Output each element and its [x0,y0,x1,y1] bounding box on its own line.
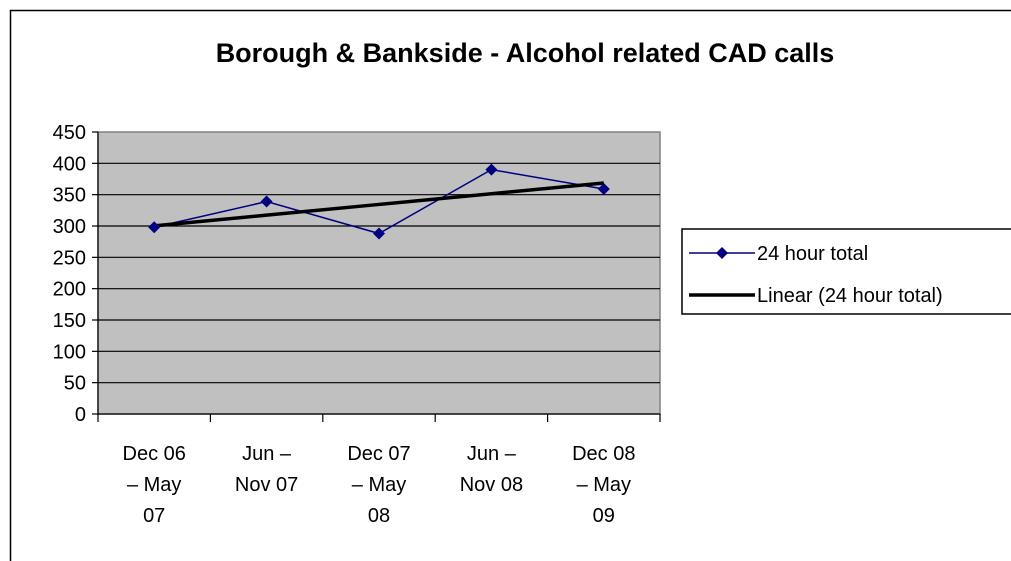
y-axis: 0 50 100 150 200 250 300 350 400 450 [53,122,99,426]
x-tick-label: – May [127,474,181,496]
chart-area-border [9,9,1011,561]
legend-label: 24 hour total [757,243,868,265]
x-tick-label: 09 [593,505,615,527]
legend: 24 hour total Linear (24 hour total) [681,228,1011,315]
y-tick-label: 300 [53,216,86,238]
y-tick-label: 250 [53,247,86,269]
y-tick-label: 200 [53,279,86,301]
chart-title: Borough & Bankside - Alcohol related CAD… [216,38,835,68]
x-tick-label: – May [352,474,406,496]
y-tick-label: 100 [53,341,86,363]
data-point-marker [260,195,273,208]
y-tick-label: 0 [75,404,86,426]
y-tick-label: 50 [64,373,86,395]
series-layer [148,163,610,240]
x-tick-label: Jun – [242,443,292,465]
gridlines [98,162,660,384]
x-tick-label: 08 [368,505,390,527]
y-tick-label: 150 [53,310,86,332]
x-tick-label: Dec 06 [123,443,186,465]
y-tick-label: 400 [53,153,86,175]
x-tick-label: Jun – [467,443,517,465]
x-tick-label: Dec 08 [572,443,635,465]
x-tick-label: 07 [143,505,165,527]
x-tick-label: – May [577,474,631,496]
trendline-linear-24-hour-total [154,181,604,228]
x-tick-label: Nov 08 [460,474,523,496]
legend-box [681,228,1011,315]
x-axis: Dec 06 – May 07 Jun – Nov 07 Dec 07 – May 08 Jun… [97,413,661,527]
data-point-marker [373,227,385,240]
y-tick-label: 450 [53,122,86,144]
data-point-marker [485,163,498,176]
legend-swatch-marker [716,247,728,259]
legend-items: 24 hour total Linear (24 hour total) [689,243,943,307]
legend-label: Linear (24 hour total) [757,285,943,307]
data-point-marker [597,183,610,196]
y-tick-label: 350 [53,185,86,207]
data-point-marker [148,221,161,234]
plot-area [97,131,661,415]
x-tick-label: Dec 07 [347,443,410,465]
x-tick-label: Nov 07 [235,474,298,496]
